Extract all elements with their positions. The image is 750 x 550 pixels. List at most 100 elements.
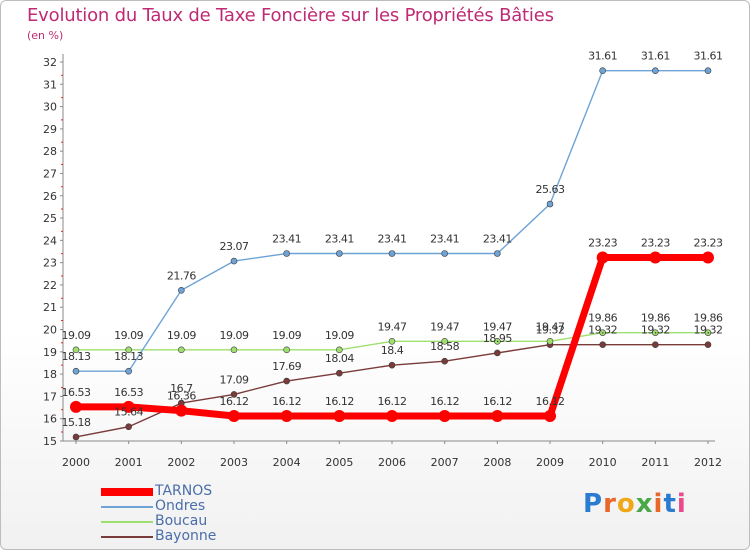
logo-letter: P (583, 489, 604, 519)
data-label-tarnos: 16.12 (325, 395, 354, 408)
data-labels: 16.53 16.53 16.36 16.12 16.12 16.12 16.12 16.12… (62, 50, 724, 429)
logo-letter: r (603, 489, 617, 519)
x-tick-label: 2012 (694, 456, 722, 469)
legend-swatch (101, 505, 153, 508)
data-label-bayonne: 17.69 (272, 360, 301, 373)
data-point-tarnos (649, 251, 662, 264)
data-label-tarnos: 16.12 (483, 395, 512, 408)
x-tick-label: 2003 (220, 456, 248, 469)
data-label-boucau: 19.09 (272, 329, 301, 342)
data-point-bayonne (230, 391, 238, 398)
data-label-boucau: 19.86 (588, 312, 617, 325)
data-point-ondres (388, 250, 396, 257)
y-tick-label: 21 (43, 301, 57, 314)
series-tarnos (70, 251, 714, 423)
data-point-tarnos (491, 410, 504, 423)
y-tick-label: 25 (43, 212, 57, 225)
data-label-tarnos: 16.53 (62, 386, 91, 399)
axes: 15 16 17 18 19 20 21 22 23 24 25 26 27 28 29 30 31 32 2000… (43, 54, 722, 469)
data-point-tarnos (544, 410, 556, 423)
legend-swatch (101, 535, 153, 538)
data-point-tarnos (122, 400, 135, 413)
data-label-bayonne: 18.58 (430, 340, 459, 353)
data-label-bayonne: 15.64 (114, 406, 143, 419)
data-label-bayonne: 18.4 (381, 344, 404, 357)
legend-item-bayonne: Bayonne (101, 529, 216, 544)
logo-letter: x (635, 489, 654, 519)
data-label-ondres: 23.41 (483, 233, 512, 246)
x-tick-label: 2002 (167, 456, 195, 469)
data-point-ondres (704, 67, 712, 74)
x-tick-label: 2001 (115, 456, 143, 469)
data-label-tarnos: 16.12 (430, 395, 459, 408)
y-tick-label: 27 (43, 167, 57, 180)
data-label-boucau: 19.09 (114, 329, 143, 342)
y-tick-label: 16 (43, 413, 57, 426)
y-tick-label: 31 (43, 78, 57, 91)
logo-letter: i (676, 489, 687, 519)
data-label-tarnos: 23.23 (641, 237, 670, 250)
data-label-ondres: 18.13 (114, 350, 143, 363)
data-label-bayonne: 16.7 (170, 382, 193, 395)
data-label-tarnos: 16.53 (114, 386, 143, 399)
data-point-bayonne (652, 341, 659, 348)
data-point-ondres (599, 67, 606, 74)
data-label-bayonne: 17.09 (220, 373, 249, 386)
data-point-tarnos (386, 410, 398, 423)
data-label-bayonne: 19.32 (536, 324, 565, 337)
data-label-bayonne: 18.04 (325, 352, 354, 365)
data-point-ondres (546, 200, 554, 208)
logo-letter: i (653, 489, 664, 519)
data-point-tarnos (70, 400, 82, 413)
x-tick-label: 2000 (62, 456, 90, 469)
legend-label: TARNOS (155, 483, 213, 499)
legend: TARNOS Ondres Boucau Bayonne (101, 484, 216, 544)
data-label-bayonne: 19.32 (641, 324, 670, 337)
data-point-boucau (599, 329, 606, 336)
data-point-tarnos (702, 251, 714, 264)
data-point-boucau (652, 329, 659, 336)
data-label-tarnos: 23.23 (588, 237, 617, 250)
y-tick-label: 28 (43, 145, 57, 158)
series-ondres (72, 67, 712, 375)
series-boucau (72, 329, 712, 354)
data-point-tarnos (333, 410, 346, 423)
series-lines (70, 67, 714, 441)
unit-label: (en %) (27, 29, 64, 42)
y-tick-label: 20 (43, 324, 57, 337)
data-point-ondres (441, 250, 448, 257)
data-point-ondres (494, 250, 501, 257)
data-point-boucau (388, 338, 396, 345)
data-point-bayonne (72, 433, 80, 441)
data-label-boucau: 19.09 (167, 329, 196, 342)
legend-item-boucau: Boucau (101, 514, 216, 529)
data-label-ondres: 25.63 (536, 183, 565, 196)
data-label-tarnos: 23.23 (694, 237, 723, 250)
data-label-boucau: 19.09 (62, 329, 91, 342)
data-label-boucau: 19.09 (325, 329, 354, 342)
legend-item-tarnos: TARNOS (101, 484, 216, 499)
logo-letter: t (663, 489, 677, 519)
logo-letter: o (616, 489, 636, 519)
data-point-tarnos (280, 410, 293, 423)
data-point-bayonne (494, 349, 501, 357)
data-point-ondres (125, 367, 132, 375)
data-point-boucau (704, 329, 712, 336)
data-point-boucau (125, 346, 132, 354)
x-tick-label: 2008 (483, 456, 511, 469)
data-point-bayonne (336, 369, 343, 377)
data-point-bayonne (704, 341, 712, 348)
y-tick-label: 26 (43, 190, 57, 203)
y-tick-label: 18 (43, 368, 57, 381)
data-point-tarnos (438, 410, 451, 423)
x-tick-label: 2005 (325, 456, 353, 469)
x-tick-label: 2011 (641, 456, 669, 469)
y-tick-label: 30 (43, 101, 57, 114)
data-label-bayonne: 15.18 (62, 416, 91, 429)
y-tick-label: 32 (43, 56, 57, 69)
data-label-boucau: 19.47 (378, 320, 407, 333)
y-tick-label: 22 (43, 279, 57, 292)
data-label-boucau: 19.47 (430, 320, 459, 333)
